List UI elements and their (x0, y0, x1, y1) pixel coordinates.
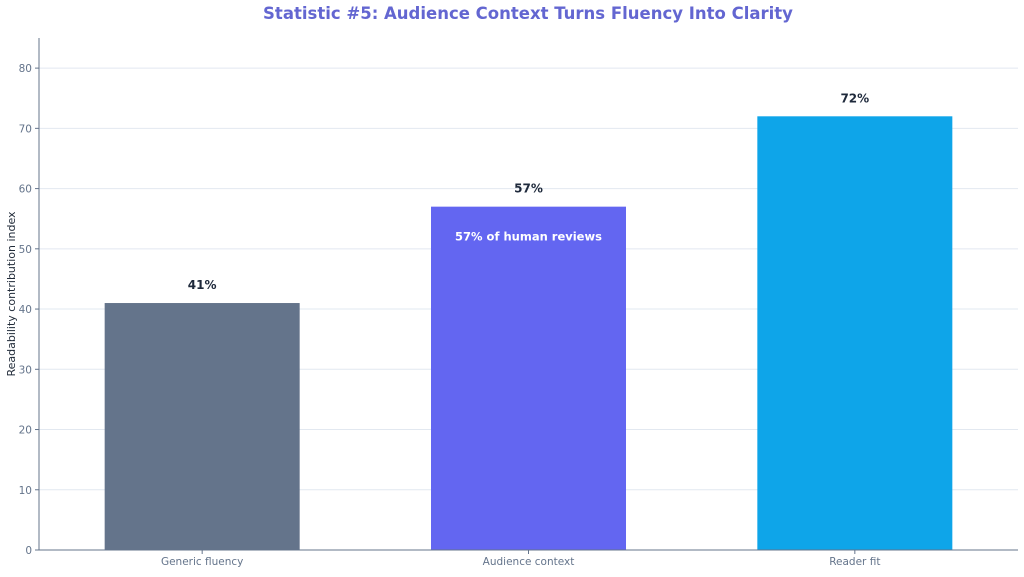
bar (104, 303, 300, 550)
x-tick-label: Reader fit (829, 556, 880, 568)
x-tick-label: Generic fluency (161, 556, 243, 568)
axes (35, 38, 1018, 554)
y-tick-label: 60 (19, 184, 32, 196)
bar-value-label: 57% (514, 182, 543, 196)
y-tick-label: 20 (19, 425, 32, 437)
bar-value-label: 72% (840, 91, 869, 105)
bar (757, 116, 953, 551)
y-axis-label: Readability contribution index (5, 211, 18, 377)
y-tick-label: 80 (19, 63, 32, 75)
y-tick-label: 10 (19, 485, 32, 497)
y-tick-label: 70 (19, 123, 32, 135)
bar-value-label: 41% (188, 278, 217, 292)
labels: 0 10 20 30 40 50 60 70 80 41% Generic fluency 57% Au… (19, 63, 881, 568)
bar (431, 206, 626, 551)
chart-title: Statistic #5: Audience Context Turns Flu… (263, 4, 793, 23)
bar-annotation: 57% of human reviews (455, 230, 602, 244)
y-tick-label: 30 (19, 364, 32, 376)
y-tick-label: 50 (19, 244, 32, 256)
bars (104, 116, 953, 551)
y-tick-label: 40 (19, 304, 32, 316)
y-tick-label: 0 (25, 545, 32, 557)
x-tick-label: Audience context (483, 556, 575, 568)
